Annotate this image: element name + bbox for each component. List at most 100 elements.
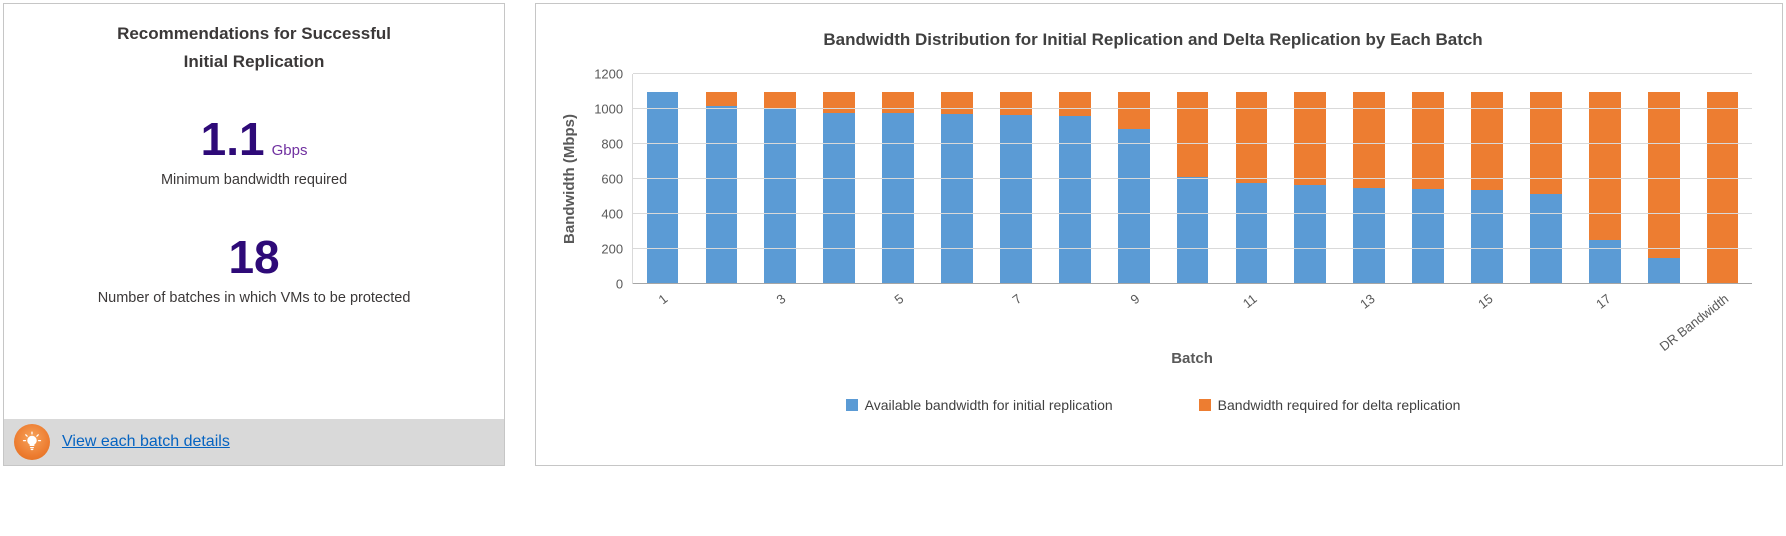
y-axis-ticks: 0 200 400 600 800 1000 1200 [584,67,632,292]
bar-segment[interactable] [705,91,738,106]
bar-slot [1693,74,1752,284]
plot-wrap: 1 3 5 7 9 11 13 15 17 DR Bandwidth Batch [632,73,1752,367]
chart-panel: Bandwidth Distribution for Initial Repli… [535,3,1783,466]
bar-segment[interactable] [764,109,797,284]
bar-segment[interactable] [1412,91,1445,189]
stacked-bar[interactable] [823,74,856,284]
chart-body: Bandwidth (Mbps) 0 200 400 600 800 1000 1200 1… [554,67,1752,367]
bar-slot [1281,74,1340,284]
x-tick-label: 15 [1475,291,1496,312]
x-tick-anchor: 13 [1339,284,1398,350]
bar-segment[interactable] [1353,187,1386,284]
stacked-bar[interactable] [646,74,679,284]
y-tick-label: 600 [601,171,624,187]
bar-segment[interactable] [1235,183,1268,284]
gridline [633,143,1752,145]
x-tick-label: 9 [1127,291,1143,308]
y-tick-label: 1200 [594,66,624,82]
bar-slot [751,74,810,284]
stacked-bar[interactable] [1706,74,1739,284]
legend-swatch-blue [845,399,858,411]
bar-segment[interactable] [1471,190,1503,284]
bar-segment[interactable] [1647,257,1680,284]
bar-segment[interactable] [941,91,973,115]
bar-segment[interactable] [1176,177,1209,284]
stacked-bar[interactable] [1471,74,1503,284]
bandwidth-caption: Minimum bandwidth required [160,172,348,189]
bar-segment[interactable] [1058,91,1091,116]
stacked-bar[interactable] [1588,74,1621,284]
bar-segment[interactable] [1353,91,1386,188]
y-tick-label: 400 [601,206,624,222]
x-tick-label: 11 [1240,291,1261,312]
stacked-bar[interactable] [1647,74,1680,284]
legend-item-initial: Available bandwidth for initial replicat… [845,397,1113,413]
bar-segment[interactable] [941,114,973,284]
y-axis-title: Bandwidth (Mbps) [560,114,578,244]
x-tick-label: 7 [1009,291,1025,308]
gridline [633,213,1752,215]
stacked-bar[interactable] [1000,74,1032,284]
bar-segment[interactable] [1117,129,1150,284]
x-tick-label: 3 [773,291,789,308]
bar-segment[interactable] [1530,193,1562,284]
bar-segment[interactable] [1294,91,1327,186]
bar-segment[interactable] [1000,115,1032,284]
stacked-bar[interactable] [1176,74,1209,284]
view-batch-details-link[interactable]: View each batch details [62,433,230,450]
gridline [633,178,1752,179]
x-tick-anchor [927,284,986,350]
x-tick-label: 1 [655,291,671,308]
bar-segment[interactable] [1058,116,1091,284]
bar-segment[interactable] [1294,185,1327,284]
legend-label-initial: Available bandwidth for initial replicat… [864,397,1113,413]
x-axis-labels: 1 3 5 7 9 11 13 15 17 DR Bandwidth [632,284,1752,354]
legend-swatch-orange [1198,399,1211,411]
bar-segment[interactable] [1176,91,1209,178]
stacked-bar[interactable] [1353,74,1386,284]
stacked-bar[interactable] [882,74,915,284]
bar-segment[interactable] [1588,91,1621,241]
x-tick-anchor [809,284,868,350]
bar-segment[interactable] [1588,240,1621,284]
stacked-bar[interactable] [1235,74,1268,284]
stacked-bar[interactable] [1117,74,1150,284]
bar-segment[interactable] [705,105,738,284]
bar-segment[interactable] [882,91,915,114]
x-tick-anchor: 5 [868,284,927,350]
stacked-bar[interactable] [1412,74,1445,284]
stacked-bar[interactable] [1058,74,1091,284]
bar-segment[interactable] [1000,91,1032,116]
x-tick-anchor [1516,284,1575,350]
gridline [633,108,1752,109]
stacked-bar[interactable] [764,74,797,284]
bar-segment[interactable] [1235,91,1268,184]
recommendations-panel: Recommendations for Successful Initial R… [3,3,506,466]
bar-segment[interactable] [1647,91,1680,258]
plot-area [632,73,1752,284]
bar-slot [986,74,1045,284]
bar-slot [1340,74,1399,284]
bar-segment[interactable] [1706,91,1739,284]
x-tick-anchor: 11 [1221,284,1280,350]
bar-segment[interactable] [1471,91,1503,191]
stacked-bar[interactable] [1530,74,1562,284]
bar-slot [1575,74,1634,284]
chart-title: Bandwidth Distribution for Initial Repli… [823,30,1483,49]
recommendations-title: Recommendations for Successful Initial R… [117,24,392,72]
bar-segment[interactable] [823,112,856,284]
bar-segment[interactable] [882,113,915,284]
x-tick-anchor: 9 [1104,284,1163,350]
bandwidth-unit: Gbps [271,142,308,160]
bar-segment[interactable] [646,91,679,284]
bar-segment[interactable] [1117,91,1150,130]
stacked-bar[interactable] [941,74,973,284]
bar-slot [1516,74,1575,284]
stacked-bar[interactable] [1294,74,1327,284]
bar-segment[interactable] [823,91,856,113]
bar-segment[interactable] [764,91,797,109]
x-tick-anchor: 1 [632,284,691,350]
bar-segment[interactable] [1412,188,1445,284]
stacked-bar[interactable] [705,74,738,284]
